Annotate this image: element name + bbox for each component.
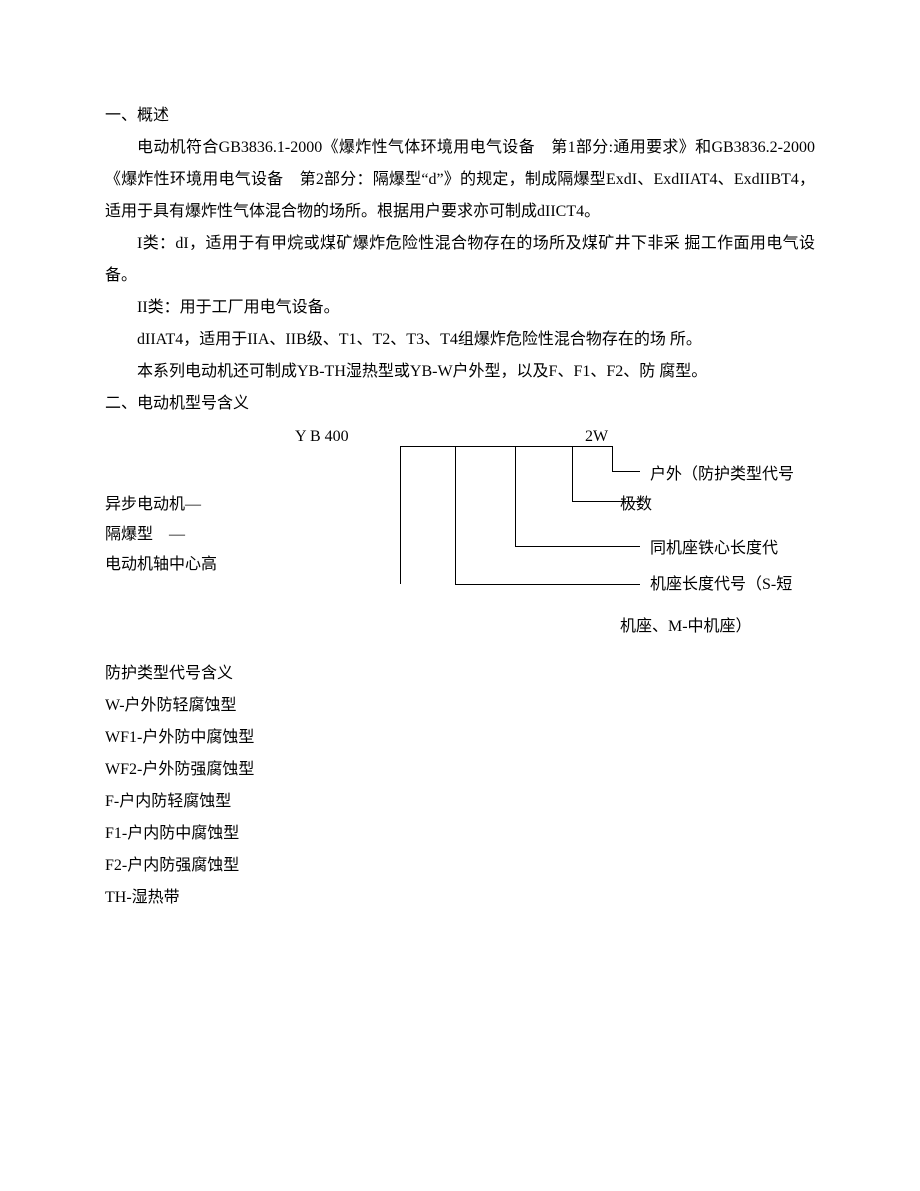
code-list: 防护类型代号含义 W-户外防轻腐蚀型 WF1-户外防中腐蚀型 WF2-户外防强腐…	[105, 658, 815, 914]
model-left-text: Y B 400	[295, 424, 349, 450]
diag-right-r3: 同机座铁心长度代	[650, 536, 778, 562]
diag-right-r1: 户外（防护类型代号	[650, 462, 794, 488]
code-item: W-户外防轻腐蚀型	[105, 690, 815, 722]
diag-left-l2: 隔爆型 —	[105, 522, 185, 548]
diag-right-r5: 机座、M-中机座）	[620, 614, 752, 640]
section2-heading: 二、电动机型号含义	[105, 388, 815, 420]
diag-right-r4: 机座长度代号（S-短	[650, 572, 792, 598]
line-r-h4	[455, 584, 640, 585]
code-item: F2-户内防强腐蚀型	[105, 850, 815, 882]
section1-p3: II类：用于工厂用电气设备。	[105, 292, 815, 324]
line-top-h	[400, 446, 612, 447]
line-r-h3	[515, 546, 640, 547]
diag-right-r2: 极数	[620, 492, 652, 518]
code-list-heading: 防护类型代号含义	[105, 658, 815, 690]
code-item: F-户内防轻腐蚀型	[105, 786, 815, 818]
line-r-v3	[515, 446, 516, 546]
section1-p2: I类：dI，适用于有甲烷或煤矿爆炸危险性混合物存在的场所及煤矿井下非采 掘工作面…	[105, 228, 815, 292]
line-r-v4	[455, 446, 456, 584]
section1-p4: dIIAT4，适用于IIA、IIB级、T1、T2、T3、T4组爆炸危险性混合物存…	[105, 324, 815, 356]
line-r-v1	[612, 446, 613, 471]
diag-left-l1: 异步电动机—	[105, 492, 201, 518]
diag-left-l3: 电动机轴中心高	[105, 552, 217, 578]
model-diagram: Y B 400 2W 异步电动机— 隔爆型 — 电动机轴中心高 户外（防护类型代…	[105, 424, 815, 654]
line-left-v1	[400, 446, 401, 584]
code-item: TH-湿热带	[105, 882, 815, 914]
section1-p5: 本系列电动机还可制成YB-TH湿热型或YB-W户外型，以及F、F1、F2、防 腐…	[105, 356, 815, 388]
code-item: F1-户内防中腐蚀型	[105, 818, 815, 850]
code-item: WF2-户外防强腐蚀型	[105, 754, 815, 786]
section1-heading: 一、概述	[105, 100, 815, 132]
section1-p1: 电动机符合GB3836.1-2000《爆炸性气体环境用电气设备 第1部分:通用要…	[105, 132, 815, 228]
line-r-h1	[612, 471, 640, 472]
code-item: WF1-户外防中腐蚀型	[105, 722, 815, 754]
line-r-v2	[572, 446, 573, 501]
